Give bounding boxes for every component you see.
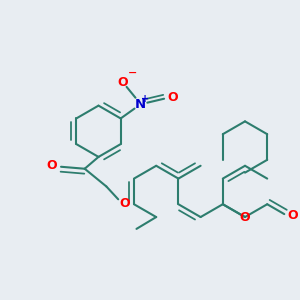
Text: O: O [117,76,128,89]
Text: +: + [141,94,149,104]
Text: N: N [135,98,146,111]
Text: O: O [120,197,130,210]
Text: O: O [240,211,250,224]
Text: −: − [128,68,137,78]
Text: O: O [47,159,58,172]
Text: O: O [288,208,298,222]
Text: O: O [168,91,178,104]
